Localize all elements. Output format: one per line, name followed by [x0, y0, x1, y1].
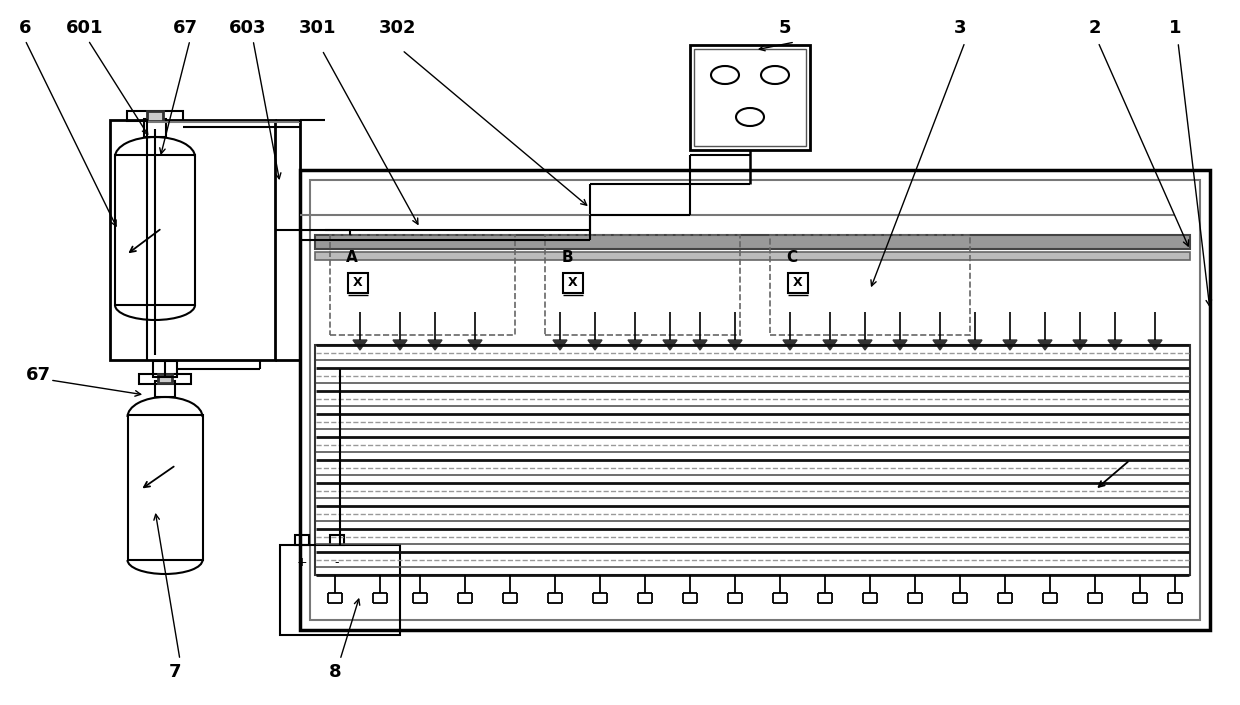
Polygon shape: [1073, 340, 1087, 350]
Bar: [315, 235, 1190, 249]
Bar: [126, 111, 184, 121]
Text: 1: 1: [1169, 19, 1182, 37]
Polygon shape: [932, 340, 947, 350]
Text: +: +: [296, 556, 308, 570]
Text: -: -: [335, 556, 340, 570]
Bar: [155, 381, 175, 397]
Text: C: C: [786, 250, 797, 264]
Bar: [787, 273, 808, 293]
Bar: [563, 273, 583, 293]
Text: 603: 603: [229, 19, 267, 37]
Polygon shape: [968, 340, 982, 350]
Text: X: X: [568, 276, 578, 290]
Polygon shape: [1148, 340, 1162, 350]
Bar: [315, 345, 1190, 575]
Bar: [295, 535, 309, 545]
Bar: [546, 235, 740, 335]
Text: 301: 301: [299, 19, 337, 37]
Bar: [770, 235, 970, 335]
Polygon shape: [553, 340, 567, 350]
Bar: [115, 155, 195, 305]
Text: 8: 8: [329, 663, 341, 681]
Polygon shape: [393, 340, 407, 350]
Bar: [330, 535, 343, 545]
Polygon shape: [728, 340, 742, 350]
Polygon shape: [1109, 340, 1122, 350]
Bar: [110, 120, 275, 360]
Bar: [157, 374, 172, 383]
Polygon shape: [693, 340, 707, 350]
Text: X: X: [353, 276, 363, 290]
Text: A: A: [346, 250, 358, 264]
Polygon shape: [467, 340, 482, 350]
Polygon shape: [823, 340, 837, 350]
Polygon shape: [353, 340, 367, 350]
Polygon shape: [588, 340, 601, 350]
Polygon shape: [1038, 340, 1052, 350]
Bar: [694, 49, 806, 146]
Bar: [139, 374, 191, 384]
Text: 7: 7: [169, 663, 181, 681]
Bar: [148, 111, 162, 121]
Bar: [689, 45, 810, 150]
Bar: [128, 415, 203, 560]
Polygon shape: [1003, 340, 1017, 350]
Bar: [144, 119, 166, 137]
Bar: [153, 361, 177, 377]
Text: 6: 6: [19, 19, 31, 37]
Bar: [310, 180, 1200, 620]
Polygon shape: [858, 340, 872, 350]
Polygon shape: [428, 340, 441, 350]
Text: X: X: [794, 276, 802, 290]
Text: 2: 2: [1089, 19, 1101, 37]
Bar: [330, 235, 515, 335]
Bar: [280, 545, 401, 635]
Text: 601: 601: [66, 19, 104, 37]
Polygon shape: [782, 340, 797, 350]
Polygon shape: [893, 340, 906, 350]
Text: 302: 302: [379, 19, 417, 37]
Bar: [315, 252, 1190, 260]
Bar: [348, 273, 368, 293]
Bar: [300, 170, 1210, 630]
Text: B: B: [562, 250, 573, 264]
Polygon shape: [663, 340, 677, 350]
Text: 67: 67: [172, 19, 197, 37]
Text: 3: 3: [954, 19, 966, 37]
Text: 5: 5: [779, 19, 791, 37]
Polygon shape: [627, 340, 642, 350]
Text: 67: 67: [26, 366, 51, 384]
